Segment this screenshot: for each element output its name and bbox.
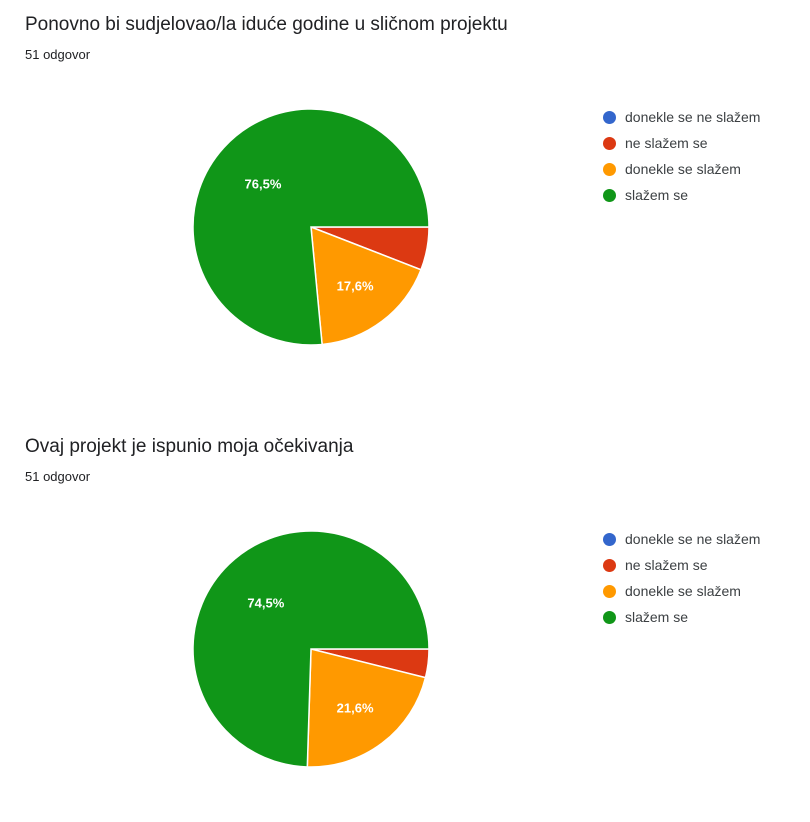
legend-swatch [603,188,616,202]
slice-data-label: 21,6% [337,700,374,715]
legend-swatch [603,162,616,176]
legend-swatch [603,110,616,124]
legend-label: slažem se [625,609,689,625]
legend-label: ne slažem se [625,557,708,573]
chart-panel-1: Ponovno bi sudjelovao/la iduće godine u … [0,0,810,400]
chart-legend: donekle se ne slažem ne slažem se donekle … [603,526,760,630]
slice-data-label: 74,5% [247,595,284,610]
legend-item: donekle se ne slažem [603,104,760,130]
chart-legend: donekle se ne slažem ne slažem se donekle … [603,104,760,208]
legend-swatch [603,136,616,150]
pie-slice [306,648,427,768]
legend-label: ne slažem se [625,135,708,151]
response-count: 51 odgovor [25,47,91,62]
legend-item: slažem se [603,604,760,630]
legend-item: slažem se [603,182,760,208]
legend-item: ne slažem se [603,552,760,578]
legend-label: slažem se [625,187,689,203]
legend-label: donekle se slažem [625,583,741,599]
slice-data-label: 76,5% [245,176,282,191]
slice-data-label: 17,6% [337,278,374,293]
legend-swatch [603,610,616,624]
chart-title: Ponovno bi sudjelovao/la iduće godine u … [25,14,508,35]
chart-title: Ovaj projekt je ispunio moja očekivanja [25,436,354,457]
legend-swatch [603,532,616,546]
legend-item: donekle se slažem [603,578,760,604]
pie-slice [192,108,430,346]
legend-swatch [603,584,616,598]
pie-slice [310,225,422,346]
legend-swatch [603,558,616,572]
legend-label: donekle se ne slažem [625,109,761,125]
legend-item: donekle se slažem [603,156,760,182]
pie-slice [192,530,430,768]
response-count: 51 odgovor [25,469,91,484]
legend-label: donekle se slažem [625,161,741,177]
legend-item: donekle se ne slažem [603,526,760,552]
chart-panel-2: Ovaj projekt je ispunio moja očekivanja … [0,422,810,822]
legend-item: ne slažem se [603,130,760,156]
pie-chart: 17,6% 76,5% [192,108,430,346]
pie-chart: 21,6% 74,5% [192,530,430,768]
legend-label: donekle se ne slažem [625,531,761,547]
